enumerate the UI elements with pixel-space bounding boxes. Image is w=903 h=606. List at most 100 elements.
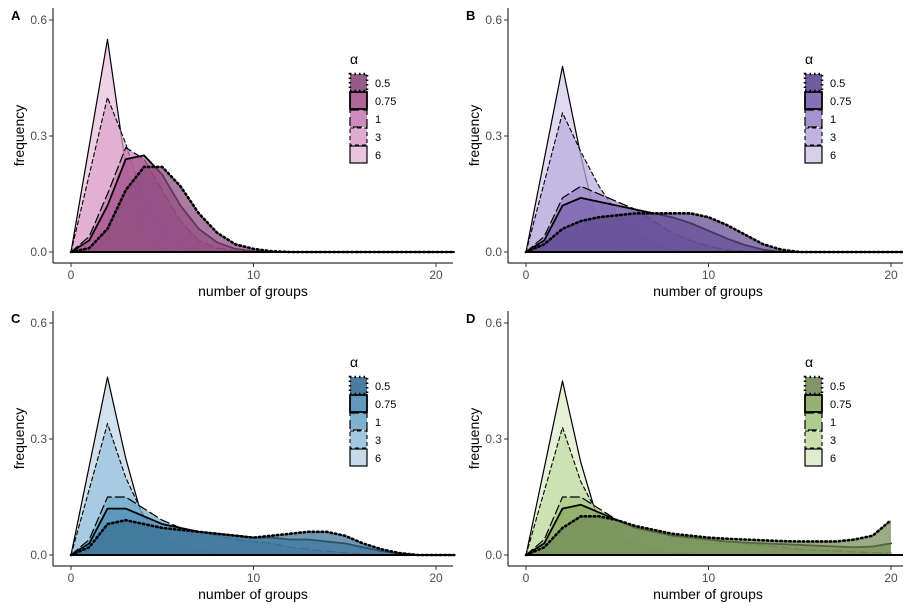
- legend-label-6: 6: [830, 150, 836, 162]
- y-axis-label: frequency: [466, 105, 482, 166]
- legend-key-0.75: [804, 394, 823, 413]
- legend-label-0.75: 0.75: [830, 96, 851, 108]
- line-0.5: [69, 518, 456, 557]
- legend-key-1: [349, 109, 368, 128]
- legend-label-3: 3: [830, 132, 836, 144]
- y-tick-label: 0.0: [30, 548, 47, 562]
- area-0.5: [71, 166, 455, 252]
- x-tick-label: 10: [702, 268, 716, 282]
- legend-key-3: [804, 430, 823, 449]
- legend: α 0.5 0.75 1 3 6: [803, 354, 851, 467]
- legend-key-3: [349, 430, 368, 449]
- legend: α 0.5 0.75 1 3 6: [803, 51, 851, 164]
- legend-key-6: [804, 448, 823, 467]
- panel-B: B 0.0 0.3 0.6 0 10 20 number of groups frequency…: [466, 8, 903, 299]
- y-axis-label: frequency: [11, 105, 27, 166]
- legend-label-0.5: 0.5: [375, 78, 390, 90]
- x-axis-label: number of groups: [653, 586, 763, 602]
- legend-title: α: [805, 354, 813, 370]
- legend-label-6: 6: [830, 453, 836, 465]
- y-tick-label: 0.0: [485, 245, 502, 259]
- legend-key-0.75: [349, 394, 368, 413]
- legend-key-0.75: [804, 91, 823, 110]
- y-axis-label: frequency: [11, 408, 27, 469]
- series-0.5: [69, 165, 456, 254]
- legend-key-3: [349, 127, 368, 146]
- legend-label-3: 3: [830, 435, 836, 447]
- y-tick-label: 0.0: [485, 548, 502, 562]
- y-tick-label: 0.0: [30, 245, 47, 259]
- legend-label-1: 1: [375, 417, 381, 429]
- legend-key-1: [804, 109, 823, 128]
- panel-label: B: [466, 8, 475, 23]
- line-3: [525, 112, 903, 253]
- legend-label-3: 3: [375, 435, 381, 447]
- x-axis-label: number of groups: [198, 586, 308, 602]
- legend-label-3: 3: [375, 132, 381, 144]
- panel-label: C: [11, 311, 21, 326]
- legend-label-1: 1: [375, 114, 381, 126]
- legend-key-6: [349, 448, 368, 467]
- area-0.5: [526, 213, 903, 252]
- legend-label-1: 1: [830, 114, 836, 126]
- y-tick-label: 0.3: [30, 432, 47, 446]
- legend-label-6: 6: [375, 150, 381, 162]
- x-tick-label: 20: [884, 571, 898, 585]
- panel-A: A 0.0 0.3 0.6 0 10 20 number of groups frequency…: [11, 8, 456, 299]
- legend: α 0.5 0.75 1 3 6: [348, 354, 396, 467]
- legend-key-1: [349, 412, 368, 431]
- x-tick-label: 20: [429, 268, 443, 282]
- legend-label-6: 6: [375, 453, 381, 465]
- x-tick-label: 20: [429, 571, 443, 585]
- legend-key-1: [804, 412, 823, 431]
- x-tick-label: 10: [702, 571, 716, 585]
- legend-label-0.5: 0.5: [830, 78, 845, 90]
- series-0.5: [69, 518, 456, 557]
- x-tick-label: 10: [247, 571, 261, 585]
- y-axis-label: frequency: [466, 408, 482, 469]
- line-0.5: [524, 212, 903, 254]
- series-0.5: [524, 515, 893, 557]
- line-0.5: [524, 515, 893, 557]
- y-tick-label: 0.6: [30, 316, 47, 330]
- legend-key-6: [349, 145, 368, 164]
- y-tick-label: 0.3: [30, 129, 47, 143]
- legend-label-0.5: 0.5: [830, 381, 845, 393]
- x-tick-label: 0: [523, 571, 530, 585]
- panel-label: A: [11, 8, 21, 23]
- legend-key-3: [804, 127, 823, 146]
- area-0.5: [526, 516, 891, 555]
- legend-title: α: [350, 51, 358, 67]
- panel-C: C 0.0 0.3 0.6 0 10 20 number of groups frequency…: [11, 311, 456, 602]
- legend-title: α: [805, 51, 813, 67]
- legend-key-0.5: [348, 72, 369, 93]
- x-tick-label: 0: [68, 268, 75, 282]
- legend-title: α: [350, 354, 358, 370]
- x-tick-label: 20: [884, 268, 898, 282]
- x-tick-label: 0: [68, 571, 75, 585]
- legend-key-0.5: [803, 72, 824, 93]
- y-tick-label: 0.3: [485, 432, 502, 446]
- panel-label: D: [466, 311, 475, 326]
- legend-label-1: 1: [830, 417, 836, 429]
- legend-label-0.75: 0.75: [830, 399, 851, 411]
- legend-label-0.75: 0.75: [375, 399, 396, 411]
- legend: α 0.5 0.75 1 3 6: [348, 51, 396, 164]
- y-tick-label: 0.6: [30, 13, 47, 27]
- series-0.5: [524, 212, 903, 254]
- panel-D: D 0.0 0.3 0.6 0 10 20 number of groups frequency…: [466, 311, 903, 602]
- legend-key-6: [804, 145, 823, 164]
- x-axis-label: number of groups: [653, 283, 763, 299]
- legend-key-0.75: [349, 91, 368, 110]
- y-tick-label: 0.6: [485, 316, 502, 330]
- y-tick-label: 0.3: [485, 129, 502, 143]
- y-tick-label: 0.6: [485, 13, 502, 27]
- x-axis-label: number of groups: [198, 283, 308, 299]
- x-tick-label: 10: [247, 268, 261, 282]
- legend-key-0.5: [803, 375, 824, 396]
- legend-key-0.5: [348, 375, 369, 396]
- legend-label-0.75: 0.75: [375, 96, 396, 108]
- legend-label-0.5: 0.5: [375, 381, 390, 393]
- x-tick-label: 0: [523, 268, 530, 282]
